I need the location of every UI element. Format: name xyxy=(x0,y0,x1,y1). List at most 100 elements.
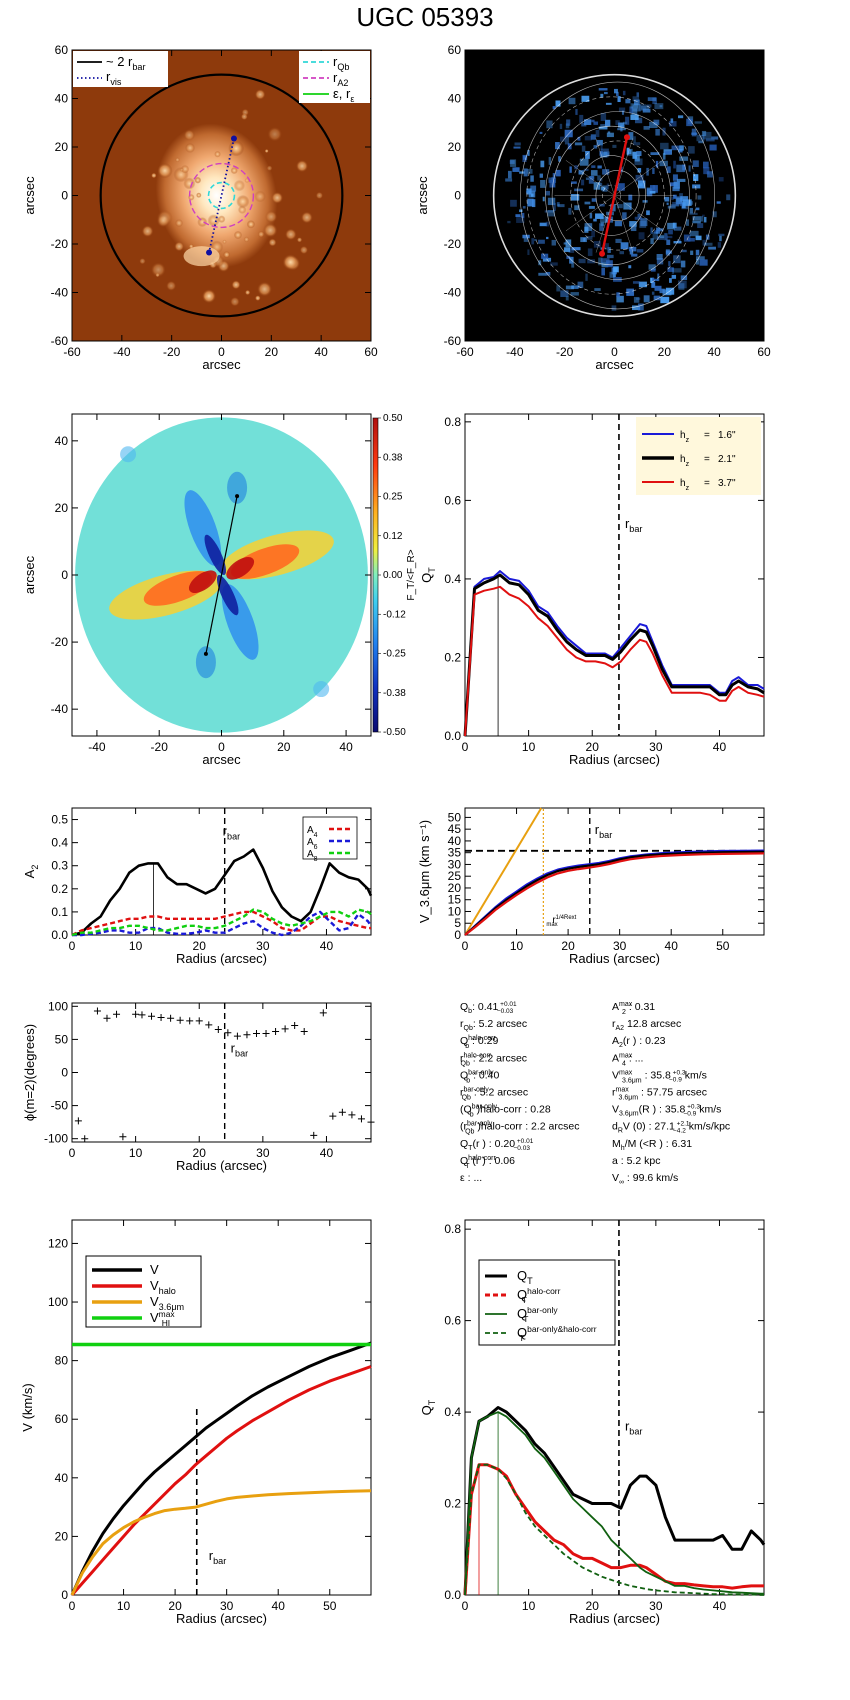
a2-xtick-label: 40 xyxy=(320,939,334,953)
galaxy-knot xyxy=(229,296,240,307)
residual-pixel xyxy=(510,159,517,167)
residual-circle xyxy=(492,73,737,318)
vel-legend-box xyxy=(85,1255,202,1328)
residual-pixel xyxy=(680,196,689,202)
legend-label: ε, rε xyxy=(333,86,354,104)
residual-pixel xyxy=(575,108,578,115)
vel-frame xyxy=(71,1219,372,1596)
residual-pixel xyxy=(636,151,642,156)
residual-pixel xyxy=(565,123,570,129)
residual-pixel xyxy=(691,132,698,135)
residual-pixel xyxy=(507,220,511,224)
v36-ytick-label: 0 xyxy=(454,928,461,942)
vel-xtick-label: 30 xyxy=(220,1599,234,1613)
fr-bar-endpoint xyxy=(235,494,240,499)
residual-pixel xyxy=(527,198,534,207)
residual-pixel xyxy=(581,145,586,152)
phase-point xyxy=(176,1016,184,1024)
residual-ytick-label: -40 xyxy=(444,286,462,300)
residual-pixel xyxy=(659,234,665,239)
fr-colorbar-tick-label: -0.50 xyxy=(383,727,406,738)
residual-pixel xyxy=(634,99,640,106)
phase-point xyxy=(243,1031,251,1039)
residual-pixel xyxy=(695,256,705,260)
residual-pixel xyxy=(628,265,632,269)
residual-pixel xyxy=(574,142,583,146)
residual-pixel xyxy=(703,216,707,223)
qt-legend-value: 3.7'' xyxy=(718,478,736,489)
residual-pixel xyxy=(693,174,699,181)
residual-pixel xyxy=(650,152,660,156)
residual-contour-spoke xyxy=(614,159,664,196)
galaxy-knot xyxy=(180,164,190,174)
galaxy-knot xyxy=(231,280,241,290)
residual-pixel xyxy=(627,149,632,155)
residual-xtick-label: 0 xyxy=(611,345,618,359)
galaxy-knot xyxy=(282,254,299,271)
residual-ytick-label: -60 xyxy=(444,334,462,348)
galaxy-xtick-label: 20 xyxy=(265,345,279,359)
residual-pixel xyxy=(656,236,665,240)
residual-pixel xyxy=(613,266,619,273)
galaxy-knot xyxy=(194,176,202,184)
qt-series-black xyxy=(463,573,765,737)
residual-pixel xyxy=(668,261,671,267)
a2-ytick-label: 0.0 xyxy=(51,928,68,942)
galaxy-knot xyxy=(183,177,196,190)
residual-pixel xyxy=(581,95,590,102)
residual-contour-spoke xyxy=(565,160,615,196)
residual-pixel xyxy=(584,201,591,205)
qt-xtick-label: 20 xyxy=(586,740,600,754)
residual-pixel xyxy=(566,255,571,259)
a2-legend-label: A8 xyxy=(307,849,318,863)
v36-xtick-label: 20 xyxy=(561,939,575,953)
a2-ytick-label: 0.1 xyxy=(51,905,68,919)
residual-pixel xyxy=(687,237,695,242)
fr-ytick-label: -20 xyxy=(51,635,69,649)
a2-ytick-label: 0.4 xyxy=(51,836,68,850)
residual-pixel xyxy=(667,222,675,230)
fr-xtick-label: 0 xyxy=(218,740,225,754)
phase-point xyxy=(367,1118,375,1126)
residual-pixel xyxy=(686,118,693,127)
residual-pixel xyxy=(542,196,545,202)
residual-pixel xyxy=(568,97,576,105)
residual-pixel xyxy=(676,164,686,173)
residual-pixel xyxy=(630,103,639,109)
residual-pixel xyxy=(523,168,528,177)
v36-xtick-label: 40 xyxy=(665,939,679,953)
vel-xtick-label: 50 xyxy=(323,1599,337,1613)
galaxy-knot xyxy=(228,140,245,157)
phase-point xyxy=(186,1017,194,1025)
table-right-row: Amax 2 : 0.31 xyxy=(612,1001,655,1016)
galaxy-knot xyxy=(201,289,217,304)
residual-pixel xyxy=(705,138,715,142)
v36-ytick-label: 35 xyxy=(448,846,462,860)
residual-pixel xyxy=(653,278,659,281)
fr-colorbar-tick-label: -0.25 xyxy=(383,649,406,660)
v36-ytick-label: 5 xyxy=(454,916,461,930)
residual-pixel xyxy=(630,226,637,232)
qtd-ytick-label: 0.4 xyxy=(444,1405,461,1419)
vel-xtick-label: 10 xyxy=(117,1599,131,1613)
residual-pixel xyxy=(571,285,579,289)
residual-pixel xyxy=(583,168,589,171)
residual-pixel xyxy=(618,107,626,112)
residual-pixel xyxy=(584,119,592,125)
table-right-row: a : 5.2 kpc xyxy=(612,1155,660,1167)
residual-pixel xyxy=(631,253,638,257)
galaxy-knot xyxy=(266,165,273,172)
residual-pixel xyxy=(591,165,596,168)
galaxy-xtick-label: 0 xyxy=(218,345,225,359)
residual-pixel xyxy=(574,165,578,170)
residual-pixel xyxy=(600,145,603,150)
residual-pixel xyxy=(552,106,556,110)
residual-pixel xyxy=(638,232,645,240)
residual-pixel xyxy=(514,167,520,170)
fr-xtick-label: -40 xyxy=(88,740,106,754)
a2-ytick-label: 0.3 xyxy=(51,859,68,873)
residual-pixel xyxy=(637,213,641,218)
residual-pixel xyxy=(615,238,622,243)
qt-legend-box xyxy=(636,417,761,495)
v36-ytick-label: 45 xyxy=(448,822,462,836)
